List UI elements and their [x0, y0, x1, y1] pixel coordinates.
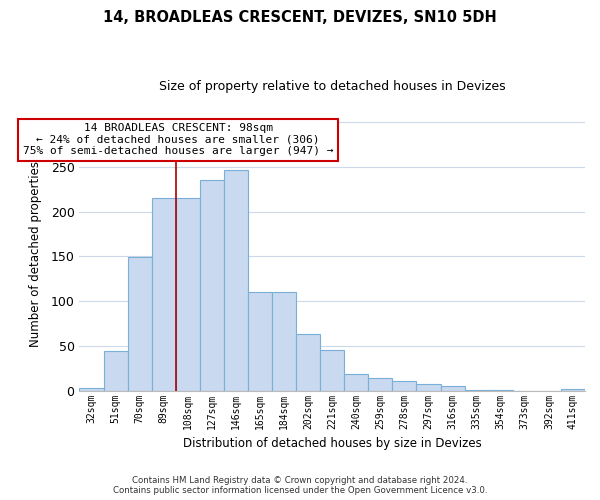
Bar	[561, 389, 585, 390]
Bar	[296, 334, 320, 390]
Bar	[79, 388, 104, 390]
Title: Size of property relative to detached houses in Devizes: Size of property relative to detached ho…	[159, 80, 506, 93]
Bar	[200, 180, 224, 390]
Bar	[368, 378, 392, 390]
Bar	[272, 292, 296, 390]
Bar	[176, 198, 200, 390]
Text: 14, BROADLEAS CRESCENT, DEVIZES, SN10 5DH: 14, BROADLEAS CRESCENT, DEVIZES, SN10 5D…	[103, 10, 497, 25]
Bar	[320, 350, 344, 391]
Bar	[248, 292, 272, 390]
Text: Contains HM Land Registry data © Crown copyright and database right 2024.
Contai: Contains HM Land Registry data © Crown c…	[113, 476, 487, 495]
Bar	[416, 384, 440, 390]
Bar	[104, 352, 128, 391]
X-axis label: Distribution of detached houses by size in Devizes: Distribution of detached houses by size …	[183, 437, 482, 450]
Bar	[128, 258, 152, 390]
Bar	[440, 386, 464, 390]
Text: 14 BROADLEAS CRESCENT: 98sqm
← 24% of detached houses are smaller (306)
75% of s: 14 BROADLEAS CRESCENT: 98sqm ← 24% of de…	[23, 123, 334, 156]
Bar	[224, 170, 248, 390]
Bar	[152, 198, 176, 390]
Bar	[344, 374, 368, 390]
Y-axis label: Number of detached properties: Number of detached properties	[29, 161, 43, 347]
Bar	[392, 381, 416, 390]
